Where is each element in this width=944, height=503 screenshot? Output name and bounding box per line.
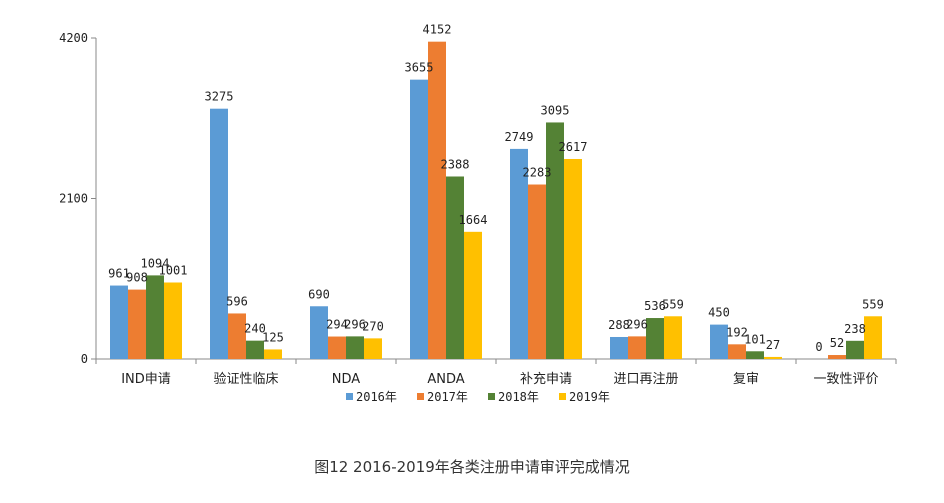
data-label: 240 — [244, 322, 266, 336]
bar — [564, 158, 582, 359]
bar — [264, 349, 282, 359]
data-label: 1001 — [159, 263, 188, 277]
data-label: 101 — [744, 332, 766, 346]
legend-label: 2016年 — [356, 390, 397, 404]
legend-label: 2019年 — [569, 390, 610, 404]
category-label: 验证性临床 — [213, 371, 278, 387]
bar — [846, 340, 864, 359]
bar — [728, 344, 746, 359]
bar — [446, 176, 464, 359]
x-axis: IND申请 验证性临床 NDA ANDA 补充申请 进口再注册 复审 一致性评价 — [95, 358, 897, 387]
data-label: 908 — [126, 271, 148, 285]
data-label: 296 — [626, 317, 648, 331]
bar — [528, 184, 546, 359]
bar — [146, 275, 164, 359]
data-label: 288 — [608, 318, 630, 332]
category-label: 复审 — [733, 372, 759, 387]
bar — [510, 148, 528, 359]
data-label: 2388 — [441, 157, 470, 171]
bar-chart: 0 2100 4200 IND申请 验证性临床 NDA ANDA 补充申请 进口再注册 复审 一致… — [59, 23, 897, 404]
bar — [328, 336, 346, 359]
bar — [764, 356, 782, 359]
data-label: 961 — [108, 267, 130, 281]
bar — [364, 338, 382, 359]
bar — [164, 282, 182, 359]
data-label: 690 — [308, 287, 330, 301]
data-label: 2617 — [559, 140, 588, 154]
legend-swatch — [559, 393, 566, 400]
y-tick-label: 4200 — [59, 31, 88, 45]
category-label: 一致性评价 — [813, 372, 878, 387]
data-label: 2749 — [505, 130, 534, 144]
data-label: 3275 — [205, 90, 234, 104]
bar — [228, 313, 246, 359]
bar — [428, 41, 446, 359]
data-label: 559 — [862, 297, 884, 311]
data-label: 536 — [644, 299, 666, 313]
legend: 2016年 2017年 2018年 2019年 — [346, 390, 610, 404]
bar — [110, 285, 128, 359]
category-label: 进口再注册 — [613, 372, 678, 387]
data-label: 559 — [662, 297, 684, 311]
data-label: 0 — [815, 340, 822, 354]
legend-swatch — [417, 393, 424, 400]
legend-label: 2018年 — [498, 390, 539, 404]
data-label: 2283 — [523, 166, 552, 180]
data-label: 3095 — [541, 103, 570, 117]
data-label: 27 — [766, 338, 780, 352]
bar — [664, 316, 682, 359]
data-label: 192 — [726, 325, 748, 339]
bar — [828, 355, 846, 359]
data-label: 1664 — [459, 213, 488, 227]
data-label: 596 — [226, 294, 248, 308]
data-label: 294 — [326, 318, 348, 332]
data-label: 1094 — [141, 256, 170, 270]
bar — [546, 122, 564, 359]
bar — [628, 336, 646, 359]
legend-label: 2017年 — [427, 390, 468, 404]
bar — [346, 336, 364, 359]
data-label: 4152 — [423, 23, 452, 37]
category-label: 补充申请 — [520, 371, 572, 387]
data-label: 125 — [262, 330, 284, 344]
bar — [464, 231, 482, 359]
data-label: 450 — [708, 306, 730, 320]
data-label: 238 — [844, 322, 866, 336]
y-tick-label: 2100 — [59, 192, 88, 206]
data-label: 296 — [344, 317, 366, 331]
category-label: ANDA — [427, 372, 464, 387]
bar — [610, 336, 628, 359]
y-tick-label: 0 — [81, 352, 88, 366]
bar — [128, 289, 146, 359]
y-axis: 0 2100 4200 — [59, 31, 97, 366]
figure-caption: 图12 2016-2019年各类注册申请审评完成情况 — [314, 458, 630, 476]
category-label: IND申请 — [121, 372, 171, 387]
legend-swatch — [488, 393, 495, 400]
data-label: 270 — [362, 319, 384, 333]
bar — [646, 318, 664, 359]
bar — [210, 108, 228, 359]
data-labels: 961 3275 690 3655 2749 288 450 0 908 596 294 4152 22… — [108, 23, 884, 354]
data-label: 52 — [830, 336, 844, 350]
bar — [864, 316, 882, 359]
bar — [246, 340, 264, 359]
bar — [746, 351, 764, 359]
data-label: 3655 — [405, 61, 434, 75]
category-label: NDA — [332, 372, 361, 387]
bar — [710, 324, 728, 359]
bars — [110, 41, 882, 360]
bar — [410, 79, 428, 360]
legend-swatch — [346, 393, 353, 400]
bar — [310, 306, 328, 359]
